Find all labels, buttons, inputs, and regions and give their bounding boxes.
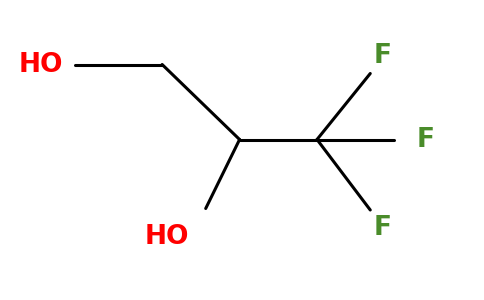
Text: F: F [417,127,435,152]
Text: HO: HO [19,52,63,77]
Text: HO: HO [145,224,189,250]
Text: F: F [373,43,392,68]
Text: F: F [373,215,392,241]
